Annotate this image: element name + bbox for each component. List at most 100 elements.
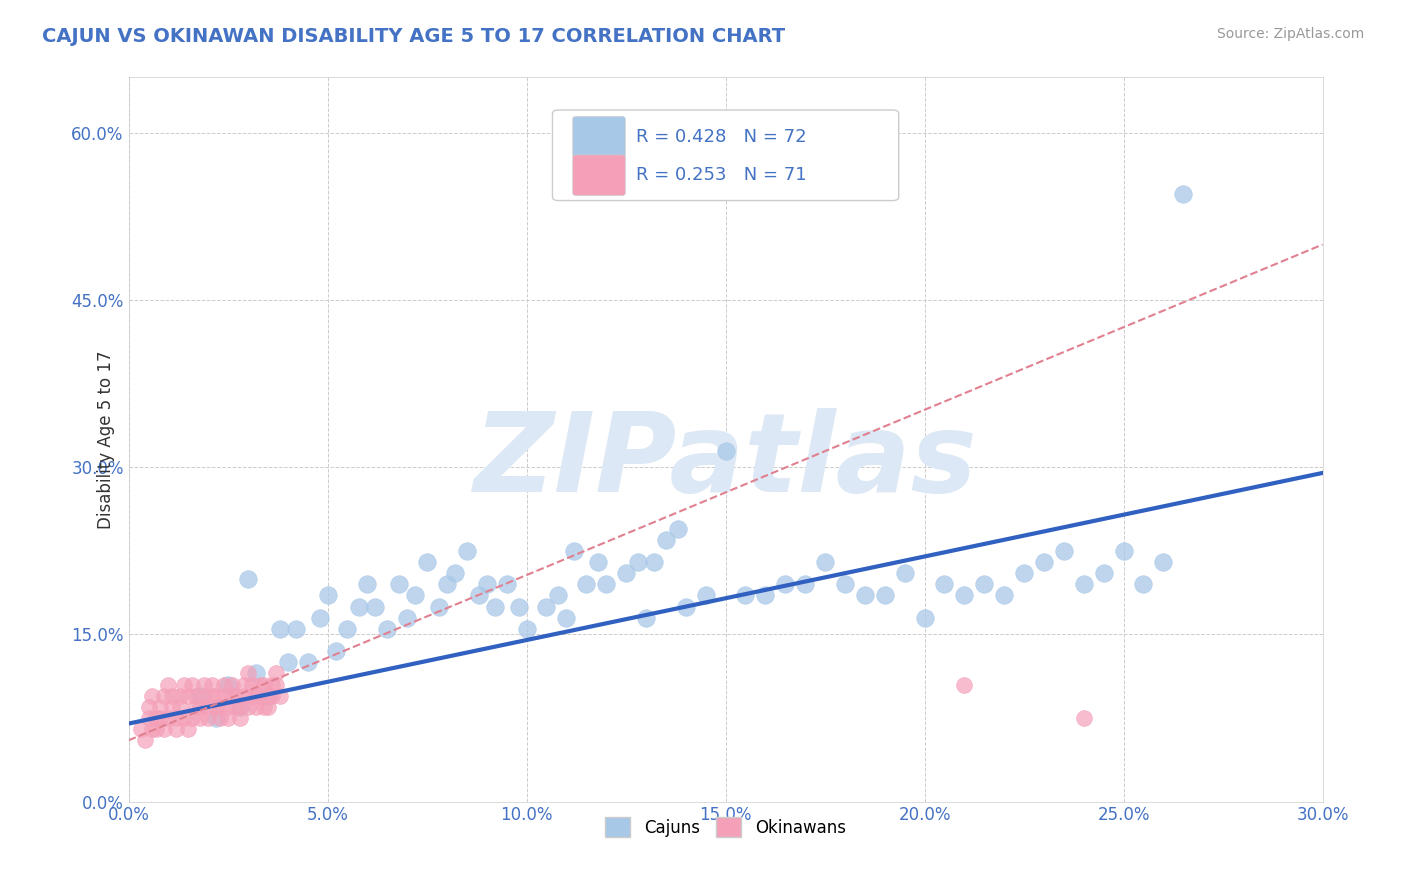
Point <box>145 711 167 725</box>
Point <box>754 589 776 603</box>
Point <box>1033 555 1056 569</box>
Point <box>1132 577 1154 591</box>
FancyBboxPatch shape <box>572 117 626 157</box>
Point <box>169 699 191 714</box>
Point <box>245 666 267 681</box>
Point <box>336 622 359 636</box>
Point <box>225 689 247 703</box>
Point <box>873 589 896 603</box>
Point <box>209 699 232 714</box>
Point <box>794 577 817 591</box>
Point <box>193 689 215 703</box>
Point <box>643 555 665 569</box>
Point <box>297 656 319 670</box>
Point <box>257 689 280 703</box>
Point <box>388 577 411 591</box>
Point <box>456 544 478 558</box>
Point <box>416 555 439 569</box>
Point <box>614 566 637 581</box>
Point <box>264 666 287 681</box>
Point <box>157 677 180 691</box>
Point <box>284 622 307 636</box>
Point <box>257 699 280 714</box>
Point <box>221 677 243 691</box>
Point <box>1152 555 1174 569</box>
Point <box>153 689 176 703</box>
Point <box>444 566 467 581</box>
Point <box>562 544 585 558</box>
Point <box>253 699 276 714</box>
Point <box>193 677 215 691</box>
Point <box>212 677 235 691</box>
Point <box>249 677 271 691</box>
Point <box>197 711 219 725</box>
Point <box>264 677 287 691</box>
Point <box>914 611 936 625</box>
Point <box>349 599 371 614</box>
Point <box>953 677 976 691</box>
Point <box>177 722 200 736</box>
Point <box>1012 566 1035 581</box>
Point <box>1112 544 1135 558</box>
Point <box>205 699 228 714</box>
Point <box>186 689 208 703</box>
Point <box>188 711 211 725</box>
Point <box>1073 577 1095 591</box>
Point <box>666 522 689 536</box>
Point <box>236 572 259 586</box>
Point <box>853 589 876 603</box>
Point <box>627 555 650 569</box>
Point <box>655 533 678 547</box>
Text: ZIPatlas: ZIPatlas <box>474 408 977 515</box>
FancyBboxPatch shape <box>553 110 898 201</box>
Point <box>249 689 271 703</box>
Point <box>233 677 256 691</box>
Point <box>145 722 167 736</box>
Point <box>141 689 163 703</box>
Point <box>1053 544 1076 558</box>
Point <box>186 699 208 714</box>
Point <box>308 611 330 625</box>
Text: CAJUN VS OKINAWAN DISABILITY AGE 5 TO 17 CORRELATION CHART: CAJUN VS OKINAWAN DISABILITY AGE 5 TO 17… <box>42 27 786 45</box>
Point <box>165 722 187 736</box>
Point <box>555 611 578 625</box>
Point <box>427 599 450 614</box>
Point <box>225 699 247 714</box>
Point <box>181 711 204 725</box>
Point <box>508 599 530 614</box>
Point <box>973 577 995 591</box>
Point <box>364 599 387 614</box>
Point <box>953 589 976 603</box>
Point <box>240 677 263 691</box>
Point <box>141 722 163 736</box>
Point <box>162 689 184 703</box>
Point <box>205 689 228 703</box>
Point <box>177 689 200 703</box>
Text: R = 0.428   N = 72: R = 0.428 N = 72 <box>636 128 807 145</box>
Point <box>396 611 419 625</box>
Legend: Cajuns, Okinawans: Cajuns, Okinawans <box>599 810 852 844</box>
Point <box>240 689 263 703</box>
Point <box>495 577 517 591</box>
Point <box>221 689 243 703</box>
Point <box>153 722 176 736</box>
Point <box>536 599 558 614</box>
Point <box>181 677 204 691</box>
Point <box>217 711 239 725</box>
Point <box>245 689 267 703</box>
Point <box>165 711 187 725</box>
Point <box>129 722 152 736</box>
Point <box>475 577 498 591</box>
Point <box>138 699 160 714</box>
Point <box>516 622 538 636</box>
Point <box>695 589 717 603</box>
Point <box>595 577 617 591</box>
Y-axis label: Disability Age 5 to 17: Disability Age 5 to 17 <box>97 351 115 529</box>
Point <box>229 711 252 725</box>
Point <box>734 589 756 603</box>
Point <box>138 711 160 725</box>
Point <box>404 589 426 603</box>
Point <box>257 689 280 703</box>
Point <box>814 555 837 569</box>
Point <box>468 589 491 603</box>
